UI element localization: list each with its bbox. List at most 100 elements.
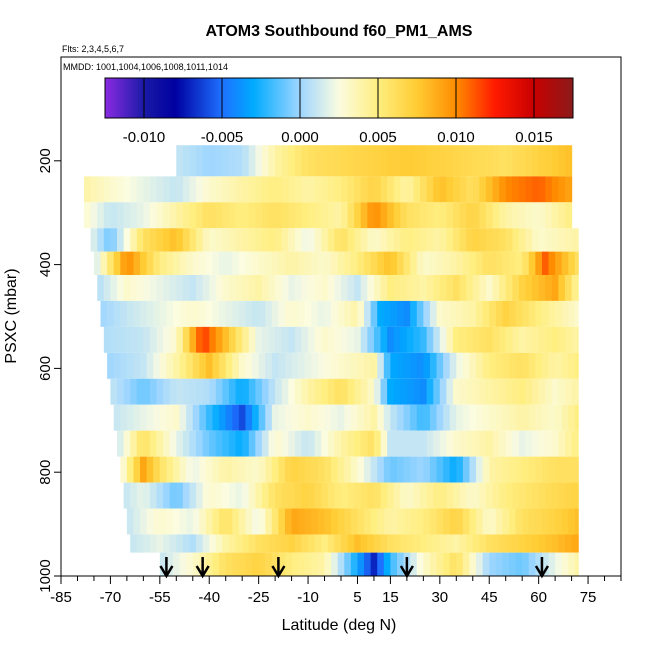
heat-cell [571, 274, 579, 301]
heat-cell [439, 326, 448, 353]
heat-cell [288, 482, 296, 509]
heat-cell [331, 508, 339, 535]
heat-cell [558, 274, 566, 301]
heat-cell [205, 300, 214, 327]
heat-cell [344, 300, 352, 327]
heat-cell [344, 251, 352, 275]
heat-cell [176, 378, 184, 405]
heat-cell [136, 176, 144, 203]
heat-cell [219, 251, 227, 275]
heat-cell [453, 482, 461, 509]
heat-cell [565, 430, 573, 457]
heat-cell [449, 352, 457, 379]
heat-cell [453, 228, 461, 252]
heat-cell [163, 482, 171, 509]
heat-cell [538, 534, 546, 553]
heat-cell [535, 300, 543, 327]
heat-cell [420, 145, 428, 177]
heat-cell [459, 145, 467, 177]
heat-cell [545, 145, 553, 177]
heat-cell [535, 552, 543, 576]
heat-cell [149, 378, 158, 405]
heat-cell [179, 404, 187, 431]
heat-cell [512, 145, 520, 177]
heat-cell [558, 534, 566, 553]
heat-cell [235, 176, 243, 203]
heat-cell [271, 352, 280, 379]
heat-cell [179, 300, 187, 327]
y-tick-label: 200 [37, 148, 54, 173]
heat-cell [133, 508, 141, 535]
heat-cell [532, 326, 540, 353]
profile-band [90, 228, 579, 252]
heat-cell [153, 508, 161, 535]
heat-cell [275, 378, 283, 405]
heat-cell [271, 251, 280, 275]
heat-cell [252, 251, 260, 275]
heat-cell [235, 430, 243, 457]
heat-cell [248, 430, 256, 457]
heat-cell [304, 352, 312, 379]
heat-cell [100, 300, 108, 327]
heat-cell [153, 251, 161, 275]
heat-cell [192, 508, 200, 535]
heat-cell [413, 326, 421, 353]
heat-cell [341, 430, 349, 457]
heat-cell [285, 251, 293, 275]
heat-cell [492, 378, 500, 405]
heat-cell [205, 508, 214, 535]
heat-cell [429, 456, 438, 483]
heat-cell [416, 456, 424, 483]
profile-band [113, 404, 579, 431]
heat-cell [482, 251, 490, 275]
heat-cell [453, 430, 461, 457]
heat-cell [202, 176, 210, 203]
heat-cell [383, 352, 392, 379]
heat-cell [113, 352, 121, 379]
x-tick-label: 15 [382, 589, 399, 606]
heat-cell [140, 300, 148, 327]
heat-cell [84, 202, 92, 229]
heat-cell [413, 176, 421, 203]
heat-cell [373, 228, 382, 252]
heat-cell [472, 202, 480, 229]
heat-cell [169, 202, 177, 229]
heat-cell [156, 326, 164, 353]
heat-cell [314, 228, 322, 252]
heat-cell [126, 456, 135, 483]
heat-cell [298, 552, 306, 576]
heat-cell [248, 228, 256, 252]
heat-cell [499, 482, 507, 509]
heat-cell [495, 456, 504, 483]
heat-cell [522, 404, 530, 431]
heat-cell [367, 202, 375, 229]
heat-cell [420, 274, 428, 301]
heat-cell [545, 176, 553, 203]
heat-cell [439, 534, 448, 553]
heat-cell [261, 534, 270, 553]
heat-cell [370, 456, 378, 483]
heat-cell [406, 145, 415, 177]
heat-cell [354, 228, 362, 252]
profile-band [110, 378, 579, 405]
x-tick-label: -40 [198, 589, 220, 606]
heat-cell [482, 508, 490, 535]
heat-cell [472, 378, 480, 405]
heat-cell [265, 404, 273, 431]
heat-cell [143, 430, 151, 457]
heat-cell [568, 300, 576, 327]
heat-cell [219, 456, 227, 483]
heat-cell [364, 456, 372, 483]
heat-cell [515, 300, 523, 327]
heat-cell [242, 534, 250, 553]
heat-cell [192, 300, 200, 327]
heat-cell [489, 508, 497, 535]
heat-cell [505, 430, 513, 457]
heat-cell [492, 482, 500, 509]
heat-cell [133, 300, 141, 327]
heat-cell [380, 176, 388, 203]
heat-cell [446, 430, 454, 457]
heat-cell [288, 145, 296, 177]
heat-cell [199, 508, 207, 535]
heat-cell [420, 228, 428, 252]
